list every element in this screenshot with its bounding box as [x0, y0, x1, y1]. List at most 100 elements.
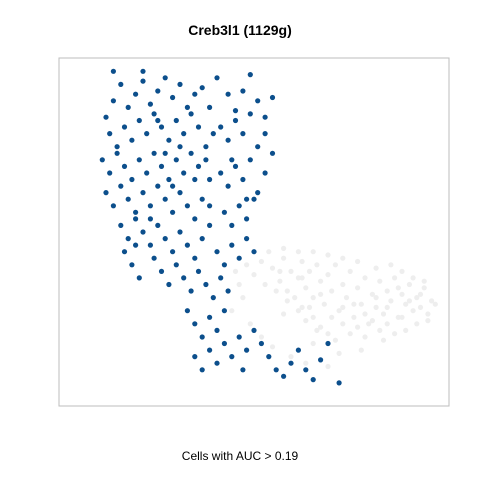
cell-point-inactive-28	[373, 304, 379, 310]
cell-point-inactive-10	[306, 268, 313, 274]
cell-point-inactive-32	[388, 298, 394, 304]
cell-point-inactive-95	[362, 311, 368, 317]
cell-point-inactive-31	[384, 288, 390, 294]
cell-point-active-89	[192, 354, 198, 360]
cell-point-active-11	[184, 104, 190, 110]
cell-point-inactive-50	[332, 337, 338, 343]
cell-point-active-148	[110, 68, 116, 74]
cell-point-active-141	[236, 255, 242, 261]
cell-point-inactive-38	[410, 308, 416, 314]
cell-point-active-26	[99, 157, 105, 163]
cell-point-active-158	[229, 157, 235, 163]
cell-point-active-101	[281, 373, 287, 379]
cell-point-active-70	[129, 262, 135, 268]
cell-point-active-8	[162, 75, 168, 81]
cell-point-inactive-42	[425, 311, 431, 317]
cell-point-inactive-41	[421, 285, 427, 291]
cell-point-active-60	[147, 242, 153, 248]
cell-point-inactive-88	[329, 314, 335, 320]
cell-point-active-22	[173, 117, 179, 124]
cell-point-inactive-64	[314, 327, 320, 333]
cell-point-active-72	[151, 255, 157, 261]
cell-point-active-47	[147, 203, 153, 209]
cell-point-inactive-94	[384, 304, 390, 310]
cell-point-inactive-4	[277, 278, 283, 284]
cell-point-inactive-84	[281, 245, 287, 251]
cell-point-active-66	[192, 255, 198, 261]
cell-point-active-79	[203, 281, 209, 288]
cell-point-active-36	[173, 157, 179, 163]
cell-point-inactive-106	[269, 344, 276, 350]
cell-point-active-88	[221, 308, 227, 314]
cell-point-active-58	[133, 216, 139, 222]
cell-point-active-87	[214, 327, 220, 333]
cell-point-inactive-61	[284, 298, 290, 304]
cell-point-inactive-49	[325, 331, 331, 337]
cell-point-active-65	[184, 242, 190, 248]
cell-point-active-152	[170, 183, 176, 189]
cell-point-active-143	[251, 249, 257, 255]
cell-point-active-92	[214, 360, 220, 366]
cell-point-active-75	[173, 262, 179, 268]
cell-point-inactive-40	[417, 304, 424, 310]
cell-point-inactive-57	[384, 321, 390, 327]
cell-point-inactive-8	[299, 258, 305, 265]
cell-point-inactive-66	[281, 311, 287, 317]
cell-point-inactive-79	[355, 258, 361, 265]
cell-point-active-91	[207, 347, 213, 353]
cell-point-inactive-35	[399, 291, 405, 297]
cell-point-inactive-15	[325, 272, 331, 278]
cell-point-active-9	[170, 94, 176, 101]
cell-point-inactive-76	[410, 275, 416, 281]
cell-point-active-103	[295, 347, 301, 353]
cell-point-inactive-103	[229, 308, 235, 314]
cell-point-active-37	[181, 170, 187, 176]
cell-point-active-59	[140, 229, 146, 235]
cell-point-inactive-81	[325, 252, 331, 258]
cell-point-active-93	[221, 340, 227, 347]
cell-point-inactive-99	[277, 268, 283, 274]
cell-point-active-10	[177, 81, 183, 87]
cell-point-inactive-25	[362, 275, 368, 281]
cell-point-active-38	[188, 150, 194, 156]
cell-point-inactive-16	[329, 288, 335, 294]
cell-point-inactive-34	[395, 314, 401, 320]
cell-point-active-150	[155, 117, 161, 124]
cell-point-inactive-101	[236, 281, 242, 288]
cell-point-inactive-63	[303, 318, 309, 324]
cell-point-active-137	[251, 196, 257, 202]
cell-point-inactive-51	[340, 321, 346, 327]
cell-point-inactive-71	[403, 327, 409, 333]
cell-point-active-117	[269, 94, 276, 101]
cell-point-inactive-72	[414, 321, 420, 327]
cell-point-inactive-74	[388, 262, 394, 268]
cell-point-inactive-17	[332, 262, 338, 268]
cell-point-inactive-58	[392, 331, 398, 337]
cell-point-inactive-23	[355, 285, 361, 291]
cell-point-active-5	[140, 78, 146, 84]
cell-point-active-63	[170, 249, 176, 255]
cell-point-inactive-53	[355, 324, 361, 330]
cell-point-active-127	[225, 183, 231, 189]
cell-point-active-20	[158, 124, 165, 130]
plot-panel-border	[58, 57, 450, 407]
cell-point-inactive-6	[288, 268, 294, 274]
cell-point-inactive-19	[340, 281, 346, 288]
cell-point-active-109	[240, 367, 246, 373]
cell-point-active-96	[244, 347, 250, 353]
cell-point-inactive-62	[295, 308, 301, 314]
cell-point-active-1	[110, 98, 116, 104]
cell-point-active-131	[255, 190, 261, 196]
cell-point-active-24	[188, 111, 194, 117]
cell-point-active-153	[147, 216, 153, 222]
cell-point-inactive-24	[358, 301, 364, 307]
cell-point-inactive-86	[284, 288, 290, 294]
cell-point-active-142	[244, 236, 250, 242]
cell-point-inactive-12	[314, 262, 320, 268]
cell-point-active-19	[151, 111, 157, 117]
cell-point-inactive-48	[318, 324, 324, 330]
cell-point-inactive-56	[377, 327, 383, 333]
cell-point-active-67	[199, 236, 205, 242]
cell-point-active-149	[140, 68, 146, 74]
cell-point-active-6	[147, 101, 153, 107]
